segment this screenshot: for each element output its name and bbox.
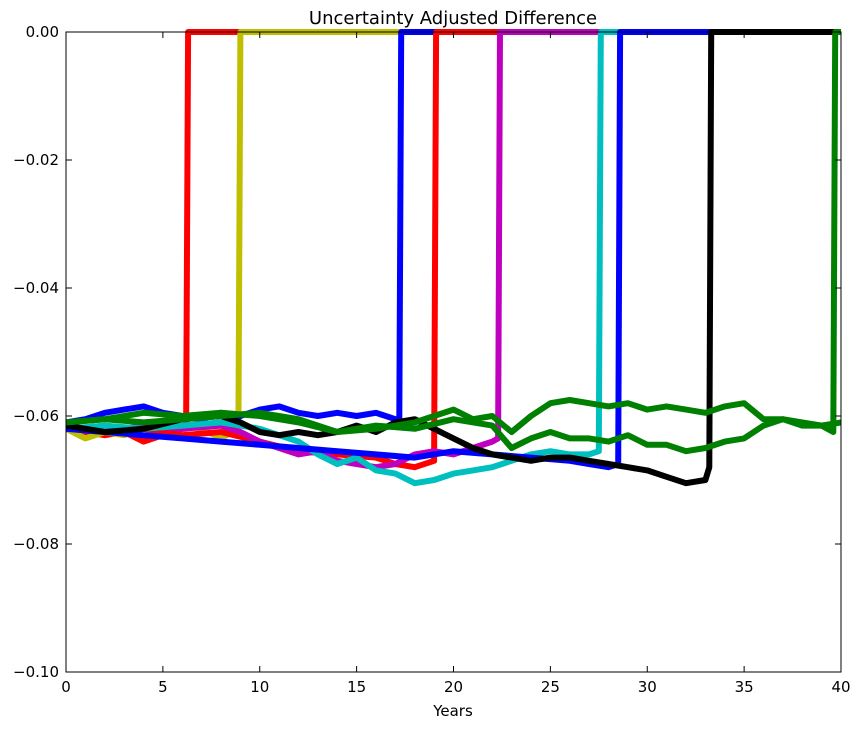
x-tick-label: 30 <box>638 678 657 696</box>
plot-frame <box>65 31 842 673</box>
series-line-10 <box>66 409 841 455</box>
series-line-9 <box>66 29 841 435</box>
x-tick-label: 35 <box>735 678 754 696</box>
series-line-2 <box>66 29 841 442</box>
y-tick-label: 0.00 <box>26 23 59 41</box>
y-tick-label: −0.04 <box>13 279 59 297</box>
series-line-6 <box>66 29 841 487</box>
y-tick-label: −0.08 <box>13 535 59 553</box>
chart-title: Uncertainty Adjusted Difference <box>309 8 597 29</box>
series-line-7 <box>66 29 841 471</box>
x-tick-label: 5 <box>158 678 168 696</box>
x-tick-label: 0 <box>61 678 71 696</box>
x-axis: 0 5 10 15 20 25 30 35 40 <box>61 32 851 696</box>
series-line-8 <box>66 29 841 487</box>
series-line-1 <box>66 29 841 445</box>
x-tick-label: 20 <box>444 678 463 696</box>
series-line-5 <box>66 29 841 471</box>
y-tick-label: −0.02 <box>13 151 59 169</box>
series-layer <box>66 29 841 487</box>
x-axis-label: Years <box>432 702 473 720</box>
x-tick-label: 15 <box>347 678 366 696</box>
series-line-3 <box>66 29 841 426</box>
x-tick-label: 10 <box>250 678 269 696</box>
y-tick-label: −0.06 <box>13 407 59 425</box>
x-tick-label: 40 <box>831 678 850 696</box>
x-tick-label: 25 <box>541 678 560 696</box>
series-line-4 <box>66 29 841 471</box>
y-tick-label: −0.10 <box>13 663 59 681</box>
y-axis: 0.00 −0.02 −0.04 −0.06 −0.08 −0.10 <box>13 23 841 681</box>
